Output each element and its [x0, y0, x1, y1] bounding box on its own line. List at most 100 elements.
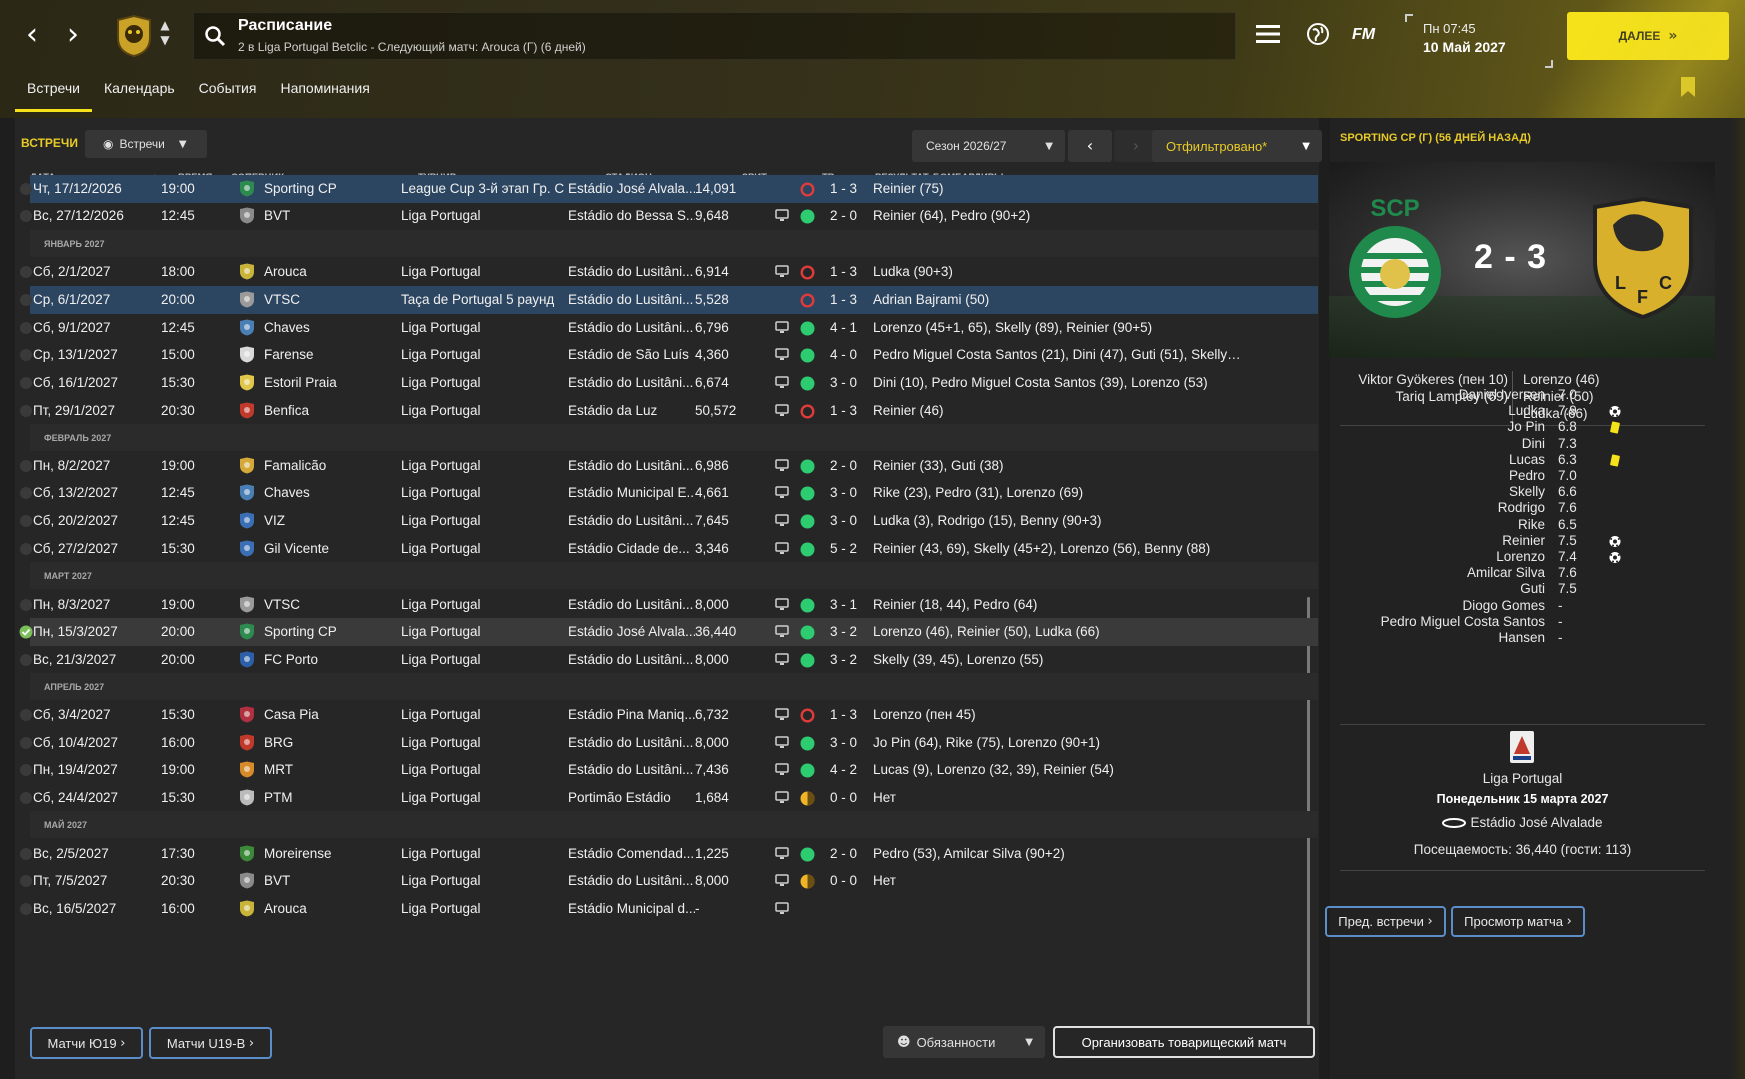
fixture-stadium[interactable]: Estádio Comendad...	[568, 846, 695, 861]
fixture-competition[interactable]: Liga Portugal	[401, 873, 481, 888]
fixture-opponent[interactable]: Arouca	[264, 901, 307, 916]
unchecked-circle-icon[interactable]	[19, 847, 33, 861]
fixture-score[interactable]: 4 - 0	[830, 347, 858, 362]
fixture-score[interactable]: 3 - 0	[830, 513, 858, 528]
fixture-stadium[interactable]: Estádio do Lusitâni...	[568, 735, 694, 750]
unchecked-circle-icon[interactable]	[19, 708, 33, 722]
unchecked-circle-icon[interactable]	[19, 209, 33, 223]
fixture-stadium[interactable]: Estádio do Lusitâni...	[568, 264, 694, 279]
fixture-stadium[interactable]: Estádio do Lusitâni...	[568, 458, 694, 473]
prev-season-button[interactable]: ‹	[1068, 130, 1112, 162]
fixture-competition[interactable]: Liga Portugal	[401, 347, 481, 362]
fixture-opponent[interactable]: VTSC	[264, 292, 301, 307]
fixture-stadium[interactable]: Estádio do Lusitâni...	[568, 762, 694, 777]
fixture-opponent[interactable]: Farense	[264, 347, 314, 362]
fixture-stadium[interactable]: Estádio do Lusitâni...	[568, 597, 694, 612]
player-rating-row[interactable]: Pedro 7.0	[1330, 468, 1710, 486]
fixture-competition[interactable]: Taça de Portugal 5 раунд	[401, 292, 555, 307]
unchecked-circle-icon[interactable]	[19, 598, 33, 612]
fixture-row[interactable]: Пн, 19/4/2027 19:00 MRT Liga Portugal Estádi…	[20, 756, 1318, 784]
unchecked-circle-icon[interactable]	[19, 459, 33, 473]
club-switch-icon[interactable]: ▲ ▼	[160, 18, 170, 47]
fixture-opponent[interactable]: Gil Vicente	[264, 541, 330, 556]
fixture-score[interactable]: 3 - 0	[830, 485, 858, 500]
fixture-competition[interactable]: Liga Portugal	[401, 846, 481, 861]
fixture-score[interactable]: 2 - 0	[830, 846, 858, 861]
fixture-opponent[interactable]: Arouca	[264, 264, 307, 279]
tab-meetings[interactable]: Встречи	[15, 78, 92, 112]
unchecked-circle-icon[interactable]	[19, 404, 33, 418]
fixture-score[interactable]: 4 - 1	[830, 320, 858, 335]
unchecked-circle-icon[interactable]	[19, 791, 33, 805]
fixture-competition[interactable]: Liga Portugal	[401, 624, 481, 639]
fixture-row[interactable]: Сб, 3/4/2027 15:30 Casa Pia Liga Portugal Es…	[20, 701, 1318, 729]
player-rating-row[interactable]: Diogo Gomes -	[1330, 598, 1710, 616]
fixture-opponent[interactable]: Chaves	[264, 485, 310, 500]
fixture-score[interactable]: 0 - 0	[830, 790, 858, 805]
tab-events[interactable]: События	[198, 80, 257, 96]
fixture-stadium[interactable]: Estádio de São Luís	[568, 347, 689, 362]
fixture-stadium[interactable]: Estádio da Luz	[568, 403, 658, 418]
unchecked-circle-icon[interactable]	[19, 902, 33, 916]
fixture-row[interactable]: Вс, 2/5/2027 17:30 Moreirense Liga Portugal…	[20, 840, 1318, 868]
fixture-score[interactable]: 1 - 3	[830, 181, 858, 196]
unchecked-circle-icon[interactable]	[19, 348, 33, 362]
fixture-opponent[interactable]: Chaves	[264, 320, 310, 335]
fixture-stadium[interactable]: Estádio do Lusitâni...	[568, 873, 694, 888]
fixture-row[interactable]: Сб, 2/1/2027 18:00 Arouca Liga Portugal Está…	[20, 258, 1318, 286]
fixture-row[interactable]: Сб, 20/2/2027 12:45 VIZ Liga Portugal Estádi…	[20, 507, 1318, 535]
player-rating-row[interactable]: Dini 7.3	[1330, 436, 1710, 454]
fixture-score[interactable]: 3 - 1	[830, 597, 858, 612]
fixture-score[interactable]: 0 - 0	[830, 873, 858, 888]
fixture-opponent[interactable]: Moreirense	[264, 846, 332, 861]
fixture-row[interactable]: Ср, 13/1/2027 15:00 Farense Liga Portugal Es…	[20, 341, 1318, 369]
bookmark-icon[interactable]	[1680, 76, 1696, 98]
fixture-opponent[interactable]: MRT	[264, 762, 293, 777]
unchecked-circle-icon[interactable]	[19, 542, 33, 556]
u19b-matches-button[interactable]: Матчи U19-В ›	[149, 1027, 272, 1059]
fixture-score[interactable]: 1 - 3	[830, 403, 858, 418]
unchecked-circle-icon[interactable]	[19, 486, 33, 500]
fixture-competition[interactable]: Liga Portugal	[401, 652, 481, 667]
fixture-score[interactable]: 1 - 3	[830, 292, 858, 307]
fixture-row[interactable]: Сб, 9/1/2027 12:45 Chaves Liga Portugal Está…	[20, 314, 1318, 342]
fixture-opponent[interactable]: FC Porto	[264, 652, 319, 667]
fixture-stadium[interactable]: Estádio Cidade de...	[568, 541, 690, 556]
player-rating-row[interactable]: Hansen -	[1330, 630, 1710, 648]
fixture-stadium[interactable]: Estádio do Lusitâni...	[568, 375, 694, 390]
player-rating-row[interactable]: Guti 7.5	[1330, 581, 1710, 599]
fixture-score[interactable]: 1 - 3	[830, 264, 858, 279]
season-dropdown[interactable]: Сезон 2026/27 ▼	[912, 130, 1065, 162]
view-match-button[interactable]: Просмотр матча ›	[1451, 906, 1585, 937]
unchecked-circle-icon[interactable]	[19, 265, 33, 279]
fixture-row[interactable]: Вс, 16/5/2027 16:00 Arouca Liga Portugal Est…	[20, 895, 1318, 923]
fixture-row[interactable]: Сб, 10/4/2027 16:00 BRG Liga Portugal Estádi…	[20, 729, 1318, 757]
fixture-competition[interactable]: Liga Portugal	[401, 762, 481, 777]
fixture-row[interactable]: Пн, 15/3/2027 20:00 Sporting CP Liga Portug…	[19, 618, 1318, 646]
fixture-row[interactable]: Пн, 8/2/2027 19:00 Famalicão Liga Portugal E…	[20, 452, 1318, 480]
menu-icon[interactable]	[1256, 24, 1280, 44]
unchecked-circle-icon[interactable]	[19, 874, 33, 888]
player-rating-row[interactable]: Rike 6.5	[1330, 517, 1710, 535]
fixture-opponent[interactable]: VIZ	[264, 513, 286, 528]
tab-reminders[interactable]: Напоминания	[280, 80, 370, 96]
fixture-stadium[interactable]: Estádio do Lusitâni...	[568, 292, 694, 307]
fixture-competition[interactable]: Liga Portugal	[401, 513, 481, 528]
fixture-row[interactable]: Вс, 21/3/2027 20:00 FC Porto Liga Portugal E…	[20, 646, 1318, 674]
fixture-competition[interactable]: Liga Portugal	[401, 208, 481, 223]
fixture-competition[interactable]: Liga Portugal	[401, 264, 481, 279]
fixture-score[interactable]: 1 - 3	[830, 707, 858, 722]
unchecked-circle-icon[interactable]	[19, 321, 33, 335]
view-dropdown[interactable]: ◉ Встречи ▼	[85, 130, 207, 158]
player-rating-row[interactable]: Amilcar Silva 7.6	[1330, 565, 1710, 583]
search-bar[interactable]: Расписание 2 в Liga Portugal Betclic - С…	[193, 12, 1236, 60]
fixture-opponent[interactable]: Famalicão	[264, 458, 327, 473]
fixture-stadium[interactable]: Estádio Municipal E...	[568, 485, 695, 500]
summary-competition[interactable]: Liga Portugal	[1482, 771, 1563, 786]
fixture-opponent[interactable]: BRG	[264, 735, 294, 750]
fixture-stadium[interactable]: Estádio José Alvala...	[568, 181, 695, 196]
fixture-stadium[interactable]: Portimão Estádio	[568, 790, 671, 805]
fixture-stadium[interactable]: Estádio Pina Maniq...	[568, 707, 695, 722]
fixture-competition[interactable]: Liga Portugal	[401, 901, 481, 916]
fixture-stadium[interactable]: Estádio do Lusitâni...	[568, 513, 694, 528]
